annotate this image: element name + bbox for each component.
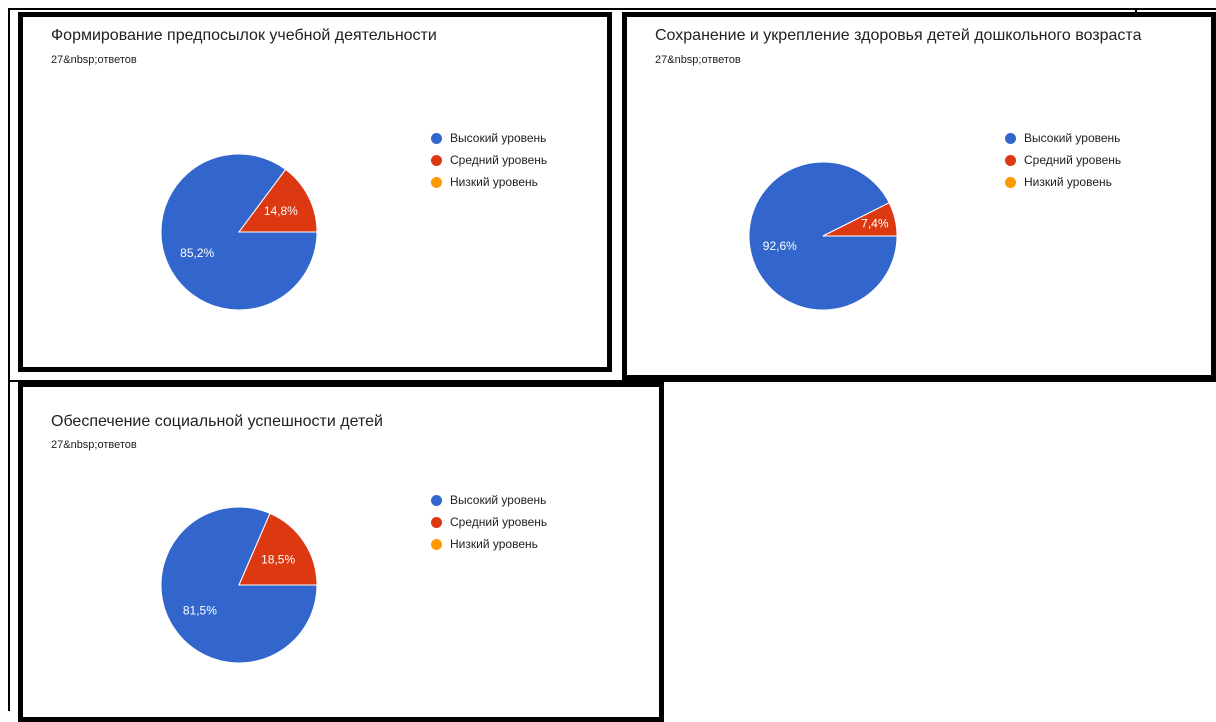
legend-label: Низкий уровень xyxy=(450,537,538,551)
legend-dot-icon xyxy=(431,176,442,188)
pie-slice-high xyxy=(160,153,318,311)
table-border-left xyxy=(8,8,10,711)
legend-dot-icon xyxy=(1005,132,1016,144)
legend-item: Низкий уровень xyxy=(431,171,547,193)
legend-dot-icon xyxy=(431,494,442,506)
legend-dot-icon xyxy=(431,538,442,550)
legend-label: Низкий уровень xyxy=(450,175,538,189)
chart-panel-1: Формирование предпосылок учебной деятель… xyxy=(18,12,612,372)
chart-legend: Высокий уровень Средний уровень Низкий уро… xyxy=(431,489,547,555)
chart-title: Формирование предпосылок учебной деятель… xyxy=(51,27,437,44)
table-border-top xyxy=(8,8,1216,10)
slice-label: 92,6% xyxy=(763,239,797,253)
chart-panel-2: Сохранение и укрепление здоровья детей д… xyxy=(622,12,1216,380)
slice-label: 7,4% xyxy=(861,217,889,231)
legend-label: Высокий уровень xyxy=(1024,131,1121,145)
legend-dot-icon xyxy=(431,132,442,144)
pie-chart: 81,5% 18,5% xyxy=(160,506,318,664)
chart-title: Обеспечение социальной успешности детей xyxy=(51,413,383,430)
slice-label: 18,5% xyxy=(261,552,295,566)
legend-label: Средний уровень xyxy=(1024,153,1122,167)
pie-chart: 85,2% 14,8% xyxy=(160,153,318,311)
chart-title: Сохранение и укрепление здоровья детей д… xyxy=(655,27,1142,44)
table-divider-horizontal xyxy=(8,380,1216,382)
chart-legend: Высокий уровень Средний уровень Низкий уро… xyxy=(1005,127,1121,193)
legend-item: Средний уровень xyxy=(431,511,547,533)
chart-legend: Высокий уровень Средний уровень Низкий уро… xyxy=(431,127,547,193)
legend-dot-icon xyxy=(431,154,442,166)
legend-label: Низкий уровень xyxy=(1024,175,1112,189)
legend-item: Высокий уровень xyxy=(1005,127,1121,149)
legend-label: Средний уровень xyxy=(450,153,548,167)
response-count: 27&nbsp;ответов xyxy=(51,54,137,66)
legend-item: Низкий уровень xyxy=(431,533,547,555)
legend-dot-icon xyxy=(1005,154,1016,166)
slice-label: 14,8% xyxy=(264,204,298,218)
legend-item: Низкий уровень xyxy=(1005,171,1121,193)
pie-slice-medium xyxy=(238,168,318,233)
slice-label: 85,2% xyxy=(180,246,214,260)
legend-dot-icon xyxy=(1005,176,1016,188)
legend-item: Средний уровень xyxy=(1005,149,1121,171)
chart-panel-3: Обеспечение социальной успешности детей … xyxy=(18,382,664,722)
legend-item: Высокий уровень xyxy=(431,127,547,149)
pie-slice-medium xyxy=(822,202,898,237)
pie-slice-medium xyxy=(238,512,318,586)
slice-label: 81,5% xyxy=(183,604,217,618)
legend-item: Средний уровень xyxy=(431,149,547,171)
legend-label: Высокий уровень xyxy=(450,131,547,145)
pie-chart: 92,6% 7,4% xyxy=(748,161,898,311)
legend-dot-icon xyxy=(431,516,442,528)
legend-item: Высокий уровень xyxy=(431,489,547,511)
legend-label: Средний уровень xyxy=(450,515,548,529)
response-count: 27&nbsp;ответов xyxy=(51,439,137,451)
response-count: 27&nbsp;ответов xyxy=(655,54,741,66)
legend-label: Высокий уровень xyxy=(450,493,547,507)
